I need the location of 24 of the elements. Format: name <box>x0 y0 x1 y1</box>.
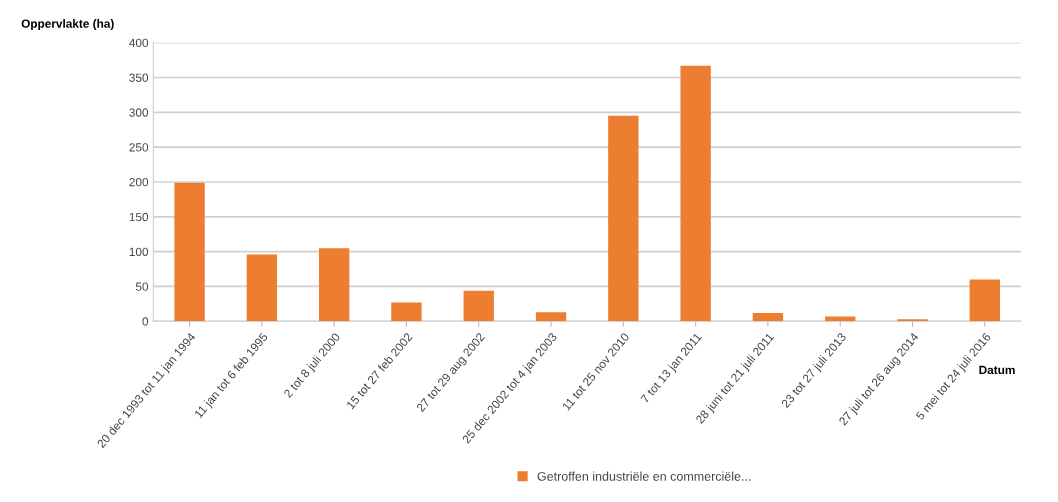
y-tick-label: 200 <box>129 178 149 187</box>
bar <box>174 182 205 322</box>
bar <box>825 316 856 322</box>
legend-label: Getroffen industriële en commerciële... <box>537 471 751 481</box>
bar <box>680 65 711 322</box>
y-tick-label: 150 <box>129 212 149 222</box>
bar <box>246 254 278 322</box>
y-tick-label: 400 <box>129 38 149 48</box>
y-axis-title: Oppervlakte (ha) <box>21 19 114 31</box>
y-tick-label: 50 <box>135 282 149 291</box>
y-tick-label: 250 <box>129 143 149 152</box>
y-tick-label: 100 <box>129 247 149 257</box>
y-tick-label: 0 <box>142 317 149 326</box>
bar <box>752 312 784 322</box>
bar <box>608 115 639 322</box>
bar <box>969 279 1000 322</box>
bar <box>897 319 928 322</box>
y-tick-label: 300 <box>129 108 149 117</box>
bar <box>535 312 567 322</box>
bar <box>391 302 422 322</box>
x-axis-title: Datum <box>979 365 1015 375</box>
bar <box>318 248 350 322</box>
bar <box>463 290 494 322</box>
y-tick-label: 350 <box>129 73 149 82</box>
